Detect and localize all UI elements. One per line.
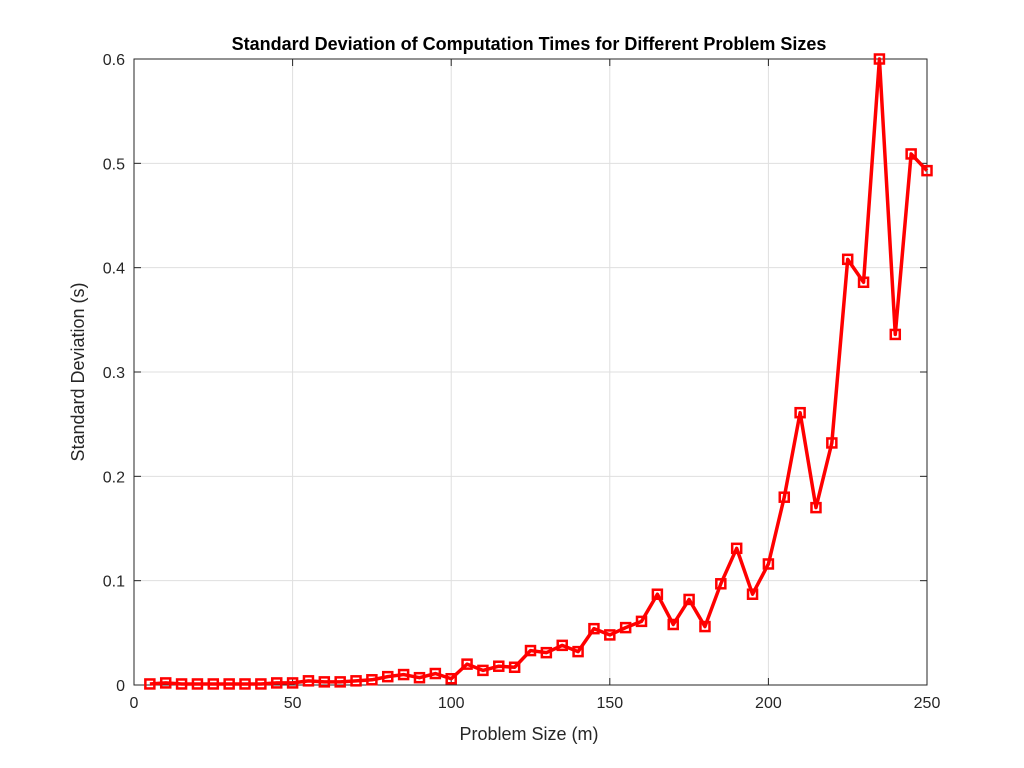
data-point-marker [397, 668, 410, 681]
data-point-marker [841, 253, 854, 266]
chart-title: Standard Deviation of Computation Times … [232, 34, 827, 54]
data-point-marker [144, 678, 156, 690]
data-point-marker [905, 148, 917, 160]
x-tick-label: 250 [914, 695, 941, 712]
data-point-marker [477, 664, 489, 677]
x-tick-label: 150 [596, 695, 623, 712]
y-tick-label: 0.5 [103, 156, 125, 173]
data-point-marker [715, 578, 727, 590]
data-point-marker [223, 678, 235, 690]
data-point-marker [461, 658, 473, 670]
y-tick-label: 0.4 [103, 261, 125, 278]
data-point-marker [191, 678, 204, 690]
data-point-marker [921, 164, 933, 177]
x-tick-label: 50 [284, 695, 302, 712]
data-point-marker [778, 491, 791, 503]
axis-ticks: 0 50 100 150 200 250 0 0.1 0.2 0.3 0.4 0.5 0.6 [103, 52, 941, 712]
y-tick-label: 0.1 [103, 574, 125, 591]
data-point-marker [159, 677, 172, 689]
data-point-marker [366, 674, 378, 686]
data-point-marker [556, 639, 568, 652]
y-tick-label: 0.6 [103, 52, 125, 69]
data-point-marker [857, 276, 870, 289]
data-point-marker [730, 542, 743, 555]
data-point-marker [889, 328, 902, 341]
data-point-marker [286, 677, 299, 689]
data-point-marker [493, 660, 505, 672]
data-point-marker [350, 675, 362, 687]
x-tick-label: 200 [755, 695, 782, 712]
data-point-marker [873, 53, 886, 65]
data-point-marker [826, 437, 838, 449]
y-tick-label: 0.3 [103, 365, 125, 382]
data-point-marker [683, 593, 695, 606]
data-point-marker [445, 672, 457, 685]
data-point-marker [588, 622, 600, 635]
data-point-marker [810, 501, 822, 514]
data-point-marker [429, 667, 442, 680]
data-point-marker [382, 670, 394, 683]
data-point-marker [334, 676, 346, 688]
data-point-marker [270, 677, 283, 689]
data-point-marker [207, 678, 220, 690]
data-point-marker [318, 676, 331, 688]
data-point-marker [255, 678, 267, 690]
data-point-marker [239, 678, 251, 690]
data-point-marker [175, 678, 188, 690]
data-point-marker [746, 588, 759, 600]
data-point-marker [302, 675, 315, 687]
series-line [149, 57, 929, 686]
data-point-marker [635, 615, 648, 628]
data-point-marker [619, 621, 632, 634]
data-point-marker [413, 671, 426, 684]
data-point-marker [699, 620, 711, 633]
data-point-marker [508, 661, 521, 674]
y-tick-label: 0.2 [103, 469, 125, 486]
data-point-marker [794, 406, 806, 419]
y-tick-label: 0 [116, 678, 125, 695]
data-point-marker [667, 618, 679, 631]
data-point-marker [540, 646, 553, 659]
x-tick-label: 100 [438, 695, 465, 712]
series-group [144, 53, 933, 690]
data-point-marker [572, 645, 584, 658]
data-point-marker [604, 629, 616, 641]
x-axis-label: Problem Size (m) [459, 724, 598, 744]
data-point-marker [524, 644, 537, 657]
data-point-marker [651, 588, 664, 600]
x-tick-label: 0 [130, 695, 139, 712]
data-point-marker [762, 558, 775, 570]
grid [134, 59, 927, 685]
y-axis-label: Standard Deviation (s) [68, 282, 88, 461]
